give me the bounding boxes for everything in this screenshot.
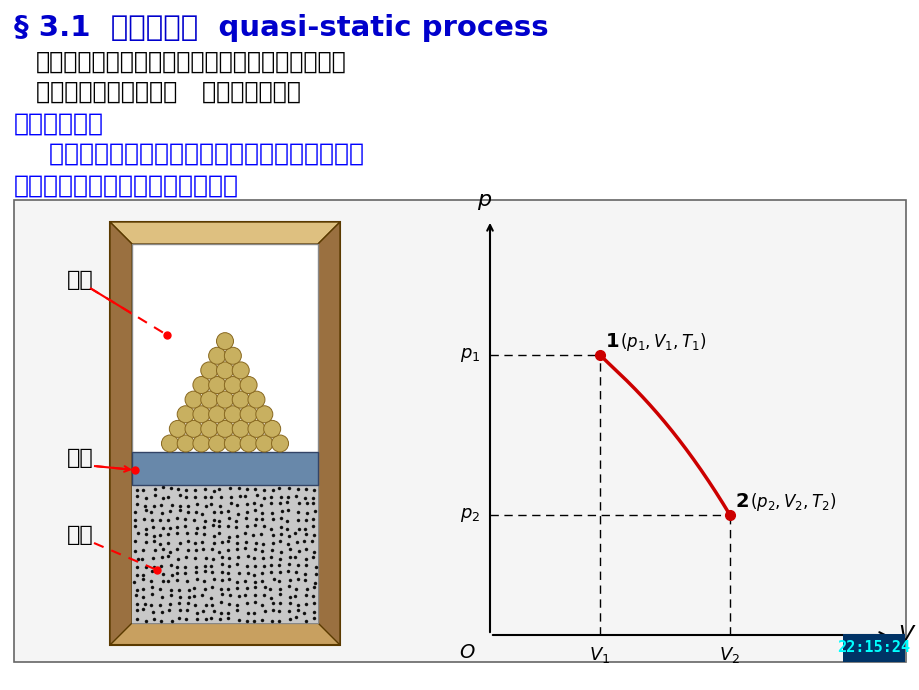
Polygon shape xyxy=(110,222,131,645)
Circle shape xyxy=(255,435,273,452)
Circle shape xyxy=(209,347,225,364)
Polygon shape xyxy=(318,222,340,645)
Text: § 3.1  准静态过程  quasi-static process: § 3.1 准静态过程 quasi-static process xyxy=(14,14,548,42)
Circle shape xyxy=(216,333,233,350)
Circle shape xyxy=(224,435,241,452)
Circle shape xyxy=(169,420,187,437)
Circle shape xyxy=(185,420,202,437)
Circle shape xyxy=(240,377,256,393)
Circle shape xyxy=(200,391,218,408)
Bar xyxy=(131,244,318,623)
Circle shape xyxy=(193,435,210,452)
Circle shape xyxy=(255,406,273,423)
Text: 热力学系统：工作物质   （气、液、固）: 热力学系统：工作物质 （气、液、固） xyxy=(36,80,301,104)
Polygon shape xyxy=(110,222,340,244)
Circle shape xyxy=(216,362,233,379)
Circle shape xyxy=(271,435,289,452)
Circle shape xyxy=(162,435,178,452)
Circle shape xyxy=(209,406,225,423)
Text: 砂子: 砂子 xyxy=(66,270,93,290)
Text: $(p_1,V_1,T_1)$: $(p_1,V_1,T_1)$ xyxy=(619,331,706,353)
Text: 状态变化过程进行得非常缓慢，以至于过程中的: 状态变化过程进行得非常缓慢，以至于过程中的 xyxy=(14,142,364,166)
Text: $O$: $O$ xyxy=(459,643,475,662)
Circle shape xyxy=(185,391,202,408)
Circle shape xyxy=(248,420,265,437)
Circle shape xyxy=(232,362,249,379)
Circle shape xyxy=(248,391,265,408)
Text: $(p_2,V_2,T_2)$: $(p_2,V_2,T_2)$ xyxy=(749,491,835,513)
Bar xyxy=(14,200,905,662)
Text: $p_1$: $p_1$ xyxy=(460,346,480,364)
Circle shape xyxy=(209,435,225,452)
Circle shape xyxy=(177,435,194,452)
Circle shape xyxy=(216,391,233,408)
Text: 每一个中间状态都近似于平衡态。: 每一个中间状态都近似于平衡态。 xyxy=(14,174,239,198)
Text: 热力学过程：热力学系统状态随时间变化的过程。: 热力学过程：热力学系统状态随时间变化的过程。 xyxy=(36,50,346,74)
Bar xyxy=(842,634,904,662)
Bar xyxy=(110,222,340,645)
Text: $V_2$: $V_2$ xyxy=(719,645,740,665)
Text: $V_1$: $V_1$ xyxy=(589,645,610,665)
Text: 准静态过程：: 准静态过程： xyxy=(14,112,104,136)
Text: 22:15:24: 22:15:24 xyxy=(836,640,910,656)
Circle shape xyxy=(193,377,210,393)
Text: $p_2$: $p_2$ xyxy=(460,506,480,524)
Circle shape xyxy=(240,406,256,423)
Text: $\mathbf{1}$: $\mathbf{1}$ xyxy=(605,332,618,351)
Circle shape xyxy=(200,362,218,379)
Text: $p$: $p$ xyxy=(477,192,492,212)
Circle shape xyxy=(216,420,233,437)
Text: 活塞: 活塞 xyxy=(66,448,93,468)
Circle shape xyxy=(264,420,280,437)
Bar xyxy=(131,452,318,485)
Text: 气体: 气体 xyxy=(66,525,93,545)
Circle shape xyxy=(193,406,210,423)
Circle shape xyxy=(232,391,249,408)
Circle shape xyxy=(224,347,241,364)
Circle shape xyxy=(232,420,249,437)
Text: $V$: $V$ xyxy=(897,625,915,645)
Text: $\mathbf{2}$: $\mathbf{2}$ xyxy=(734,492,748,511)
Circle shape xyxy=(224,377,241,393)
Circle shape xyxy=(200,420,218,437)
Circle shape xyxy=(224,406,241,423)
Circle shape xyxy=(177,406,194,423)
Circle shape xyxy=(240,435,256,452)
Circle shape xyxy=(209,377,225,393)
Bar xyxy=(131,485,318,623)
